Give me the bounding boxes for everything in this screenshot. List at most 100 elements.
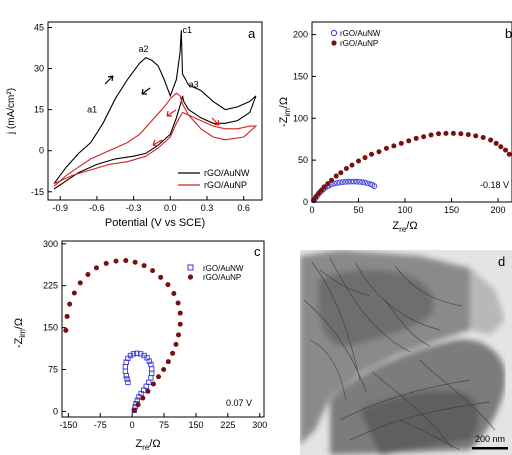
panel-c-x-tick-label: 150 [188, 420, 203, 430]
panel-b-points [311, 130, 512, 204]
scale-bar-label: 200 nm [475, 434, 505, 444]
panel-c-y-axis-label: -Zim/Ω [13, 318, 27, 348]
data-point [325, 181, 331, 187]
panel-b: 200 150 100 50 0 0 50 100 150 200 b Zre/Ω -Zim/Ω… [278, 21, 512, 234]
panel-b-x-axis-label: Zre/Ω [392, 220, 417, 234]
panel-b-legend: rGO/AuNW rGO/AuNP [330, 29, 381, 48]
data-point [175, 300, 181, 306]
panel-c-y-ticks: 300 225 150 75 0 [43, 239, 66, 416]
panel-b-x-tick-label: 0 [309, 205, 314, 215]
panel-b-x-tick-label: 100 [398, 205, 413, 215]
data-point [141, 263, 147, 269]
legend-label: rGO/AuNW [203, 264, 244, 273]
data-point [338, 170, 344, 176]
data-point [123, 258, 129, 264]
data-point [362, 155, 368, 161]
panel-b-y-tick-label: 0 [303, 197, 308, 207]
panel-a: 45 30 15 0 -15 -0.9 -0.6 -0.3 0.0 0.3 0.6 a1 a2 a3 c… [6, 21, 263, 229]
panel-a-y-tick-label: 30 [34, 64, 44, 74]
data-point [333, 173, 339, 179]
data-point [125, 355, 131, 361]
panel-b-potential-annotation: -0.18 V [480, 180, 509, 190]
panel-b-y-axis-label: -Zim/Ω [278, 97, 292, 127]
data-point [158, 274, 164, 280]
data-point [165, 282, 171, 288]
data-point [134, 350, 140, 356]
panel-b-x-tick-label: 50 [354, 205, 364, 215]
data-point [345, 178, 352, 185]
panel-b-y-tick-label: 100 [293, 113, 308, 123]
data-point [376, 149, 382, 155]
data-point [348, 178, 354, 185]
panel-c-y-tick-label: 225 [43, 281, 58, 291]
svg-text:Zre/Ω: Zre/Ω [392, 220, 417, 234]
data-point [150, 268, 156, 274]
data-point [140, 395, 146, 401]
panel-c-plot-frame [61, 240, 265, 418]
data-point [458, 131, 464, 137]
cv-curve-rgoaunp [53, 92, 258, 187]
data-point [362, 179, 368, 186]
data-point [488, 137, 494, 143]
panel-c-x-ticks: -150 -75 0 75 150 225 300 [59, 413, 267, 430]
data-point [176, 332, 182, 338]
data-point [406, 138, 412, 144]
data-point [334, 180, 340, 186]
cv-curve-rgoaunw [53, 30, 257, 190]
panel-c-x-axis-label: Zre/Ω [135, 438, 160, 452]
peak-label: a1 [87, 104, 97, 114]
panel-c-x-tick-label: 75 [159, 420, 169, 430]
panel-c-legend: rGO/AuNW rGO/AuNP [187, 264, 244, 282]
data-point [353, 178, 360, 185]
data-point [506, 151, 512, 157]
data-point [351, 178, 357, 185]
data-point [170, 350, 176, 356]
panel-c-x-tick-label: 0 [130, 420, 135, 430]
data-point [135, 402, 141, 408]
data-point [329, 177, 335, 183]
data-point [342, 178, 349, 185]
data-point [465, 132, 471, 138]
scan-arrow-icon [166, 109, 177, 117]
panel-b-y-tick-label: 50 [298, 155, 308, 165]
data-point [339, 179, 346, 185]
panel-c-x-tick-label: 225 [220, 420, 235, 430]
data-point [313, 194, 319, 200]
panel-a-y-tick-label: 0 [39, 146, 44, 156]
data-point [148, 375, 154, 381]
tem-micrograph [300, 250, 512, 455]
panel-b-x-ticks: 0 50 100 150 200 [309, 198, 506, 215]
panel-a-x-tick-label: -0.9 [52, 203, 68, 213]
panel-a-y-tick-label: -15 [31, 187, 44, 197]
peak-label: a3 [189, 80, 199, 90]
data-point [177, 310, 183, 316]
data-point [359, 179, 366, 186]
data-point [413, 135, 419, 141]
data-point [77, 280, 83, 286]
panel-c-y-tick-label: 300 [43, 239, 58, 249]
data-point [149, 366, 155, 372]
data-point [148, 361, 154, 368]
data-point [113, 258, 119, 264]
svg-text:-Zim/Ω: -Zim/Ω [278, 97, 292, 127]
data-point [161, 367, 167, 373]
scan-arrow-icon [141, 87, 151, 95]
scale-bar [472, 447, 508, 450]
data-point [149, 370, 155, 377]
panel-c-points [63, 258, 183, 413]
data-point [480, 135, 486, 141]
panel-c-y-tick-label: 150 [43, 323, 58, 333]
panel-a-y-tick-label: 45 [34, 22, 44, 32]
panel-c-y-tick-label: 75 [48, 365, 58, 375]
data-point [318, 187, 324, 193]
data-point [502, 147, 508, 153]
panel-a-x-tick-label: -0.3 [126, 203, 142, 213]
data-point [63, 327, 69, 333]
scan-arrow-icon [104, 75, 114, 85]
data-point [122, 364, 129, 370]
panel-b-label: b [505, 26, 512, 41]
data-point [436, 131, 442, 137]
panel-b-y-tick-label: 200 [293, 30, 308, 40]
legend-label: rGO/AuNP [340, 39, 378, 48]
panel-b-y-tick-label: 150 [293, 71, 308, 81]
